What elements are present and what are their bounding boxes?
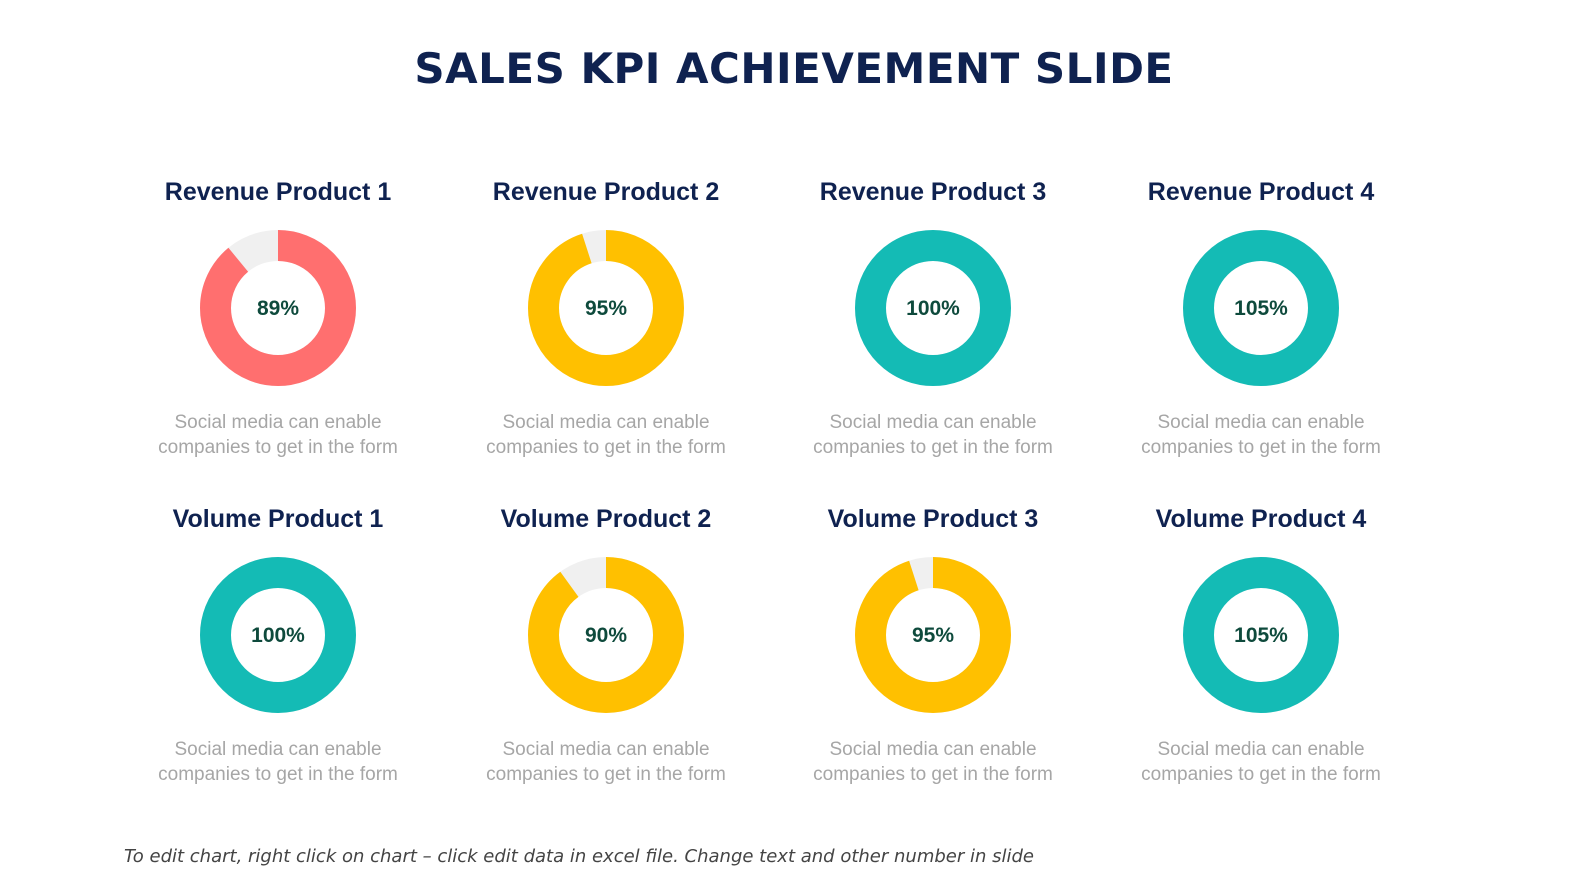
donut-value-arc[interactable]	[200, 557, 356, 713]
description-line: companies to get in the form	[1141, 764, 1381, 785]
kpi-description: Social media can enable companies to get…	[1111, 410, 1411, 460]
kpi-title: Volume Product 4	[1155, 505, 1367, 533]
donut-chart[interactable]: 95%	[526, 228, 686, 388]
donut-value-label: 105%	[1234, 297, 1288, 320]
description-line: Social media can enable	[502, 412, 710, 433]
description-line: companies to get in the form	[486, 437, 726, 458]
donut-value-arc[interactable]	[855, 557, 1011, 713]
kpi-title: Revenue Product 2	[492, 178, 720, 206]
donut-value-arc[interactable]	[200, 230, 356, 386]
donut-value-label: 90%	[585, 624, 627, 647]
donut-chart[interactable]: 105%	[1181, 555, 1341, 715]
description-line: Social media can enable	[829, 412, 1037, 433]
kpi-card-volume-product-1[interactable]: Volume Product 1 100% Social media can e…	[128, 505, 428, 805]
description-line: Social media can enable	[174, 412, 382, 433]
slide-title: SALES KPI ACHIEVEMENT SLIDE	[414, 44, 1174, 93]
kpi-title: Revenue Product 1	[164, 178, 392, 206]
kpi-card-revenue-product-3[interactable]: Revenue Product 3 100% Social media can …	[783, 178, 1083, 478]
donut-value-arc[interactable]	[1183, 230, 1339, 386]
kpi-description: Social media can enable companies to get…	[1111, 737, 1411, 787]
kpi-card-volume-product-2[interactable]: Volume Product 2 90% Social media can en…	[456, 505, 756, 805]
description-line: Social media can enable	[829, 739, 1037, 760]
donut-chart[interactable]: 105%	[1181, 228, 1341, 388]
donut-value-arc[interactable]	[528, 557, 684, 713]
kpi-title: Volume Product 1	[172, 505, 384, 533]
kpi-title: Revenue Product 4	[1147, 178, 1375, 206]
kpi-card-revenue-product-1[interactable]: Revenue Product 1 89% Social media can e…	[128, 178, 428, 478]
description-line: companies to get in the form	[158, 437, 398, 458]
description-line: Social media can enable	[1157, 412, 1365, 433]
description-line: companies to get in the form	[1141, 437, 1381, 458]
donut-value-arc[interactable]	[855, 230, 1011, 386]
donut-value-label: 95%	[912, 624, 954, 647]
description-line: companies to get in the form	[813, 764, 1053, 785]
donut-value-label: 89%	[257, 297, 299, 320]
kpi-title: Volume Product 2	[500, 505, 712, 533]
kpi-card-revenue-product-4[interactable]: Revenue Product 4 105% Social media can …	[1111, 178, 1411, 478]
donut-chart[interactable]: 89%	[198, 228, 358, 388]
kpi-title: Volume Product 3	[827, 505, 1039, 533]
donut-value-label: 95%	[585, 297, 627, 320]
description-line: companies to get in the form	[486, 764, 726, 785]
kpi-title: Revenue Product 3	[819, 178, 1047, 206]
kpi-card-volume-product-4[interactable]: Volume Product 4 105% Social media can e…	[1111, 505, 1411, 805]
description-line: Social media can enable	[174, 739, 382, 760]
description-line: companies to get in the form	[813, 437, 1053, 458]
kpi-description: Social media can enable companies to get…	[128, 410, 428, 460]
footnote: To edit chart, right click on chart – cl…	[124, 846, 1034, 867]
donut-value-label: 100%	[906, 297, 960, 320]
donut-value-arc[interactable]	[1183, 557, 1339, 713]
description-line: companies to get in the form	[158, 764, 398, 785]
kpi-description: Social media can enable companies to get…	[456, 410, 756, 460]
donut-value-arc[interactable]	[528, 230, 684, 386]
kpi-description: Social media can enable companies to get…	[128, 737, 428, 787]
donut-chart[interactable]: 100%	[853, 228, 1013, 388]
kpi-description: Social media can enable companies to get…	[783, 737, 1083, 787]
kpi-card-volume-product-3[interactable]: Volume Product 3 95% Social media can en…	[783, 505, 1083, 805]
kpi-description: Social media can enable companies to get…	[456, 737, 756, 787]
donut-chart[interactable]: 95%	[853, 555, 1013, 715]
kpi-description: Social media can enable companies to get…	[783, 410, 1083, 460]
donut-value-label: 105%	[1234, 624, 1288, 647]
description-line: Social media can enable	[1157, 739, 1365, 760]
donut-chart[interactable]: 100%	[198, 555, 358, 715]
kpi-card-revenue-product-2[interactable]: Revenue Product 2 95% Social media can e…	[456, 178, 756, 478]
donut-chart[interactable]: 90%	[526, 555, 686, 715]
description-line: Social media can enable	[502, 739, 710, 760]
donut-value-label: 100%	[251, 624, 305, 647]
